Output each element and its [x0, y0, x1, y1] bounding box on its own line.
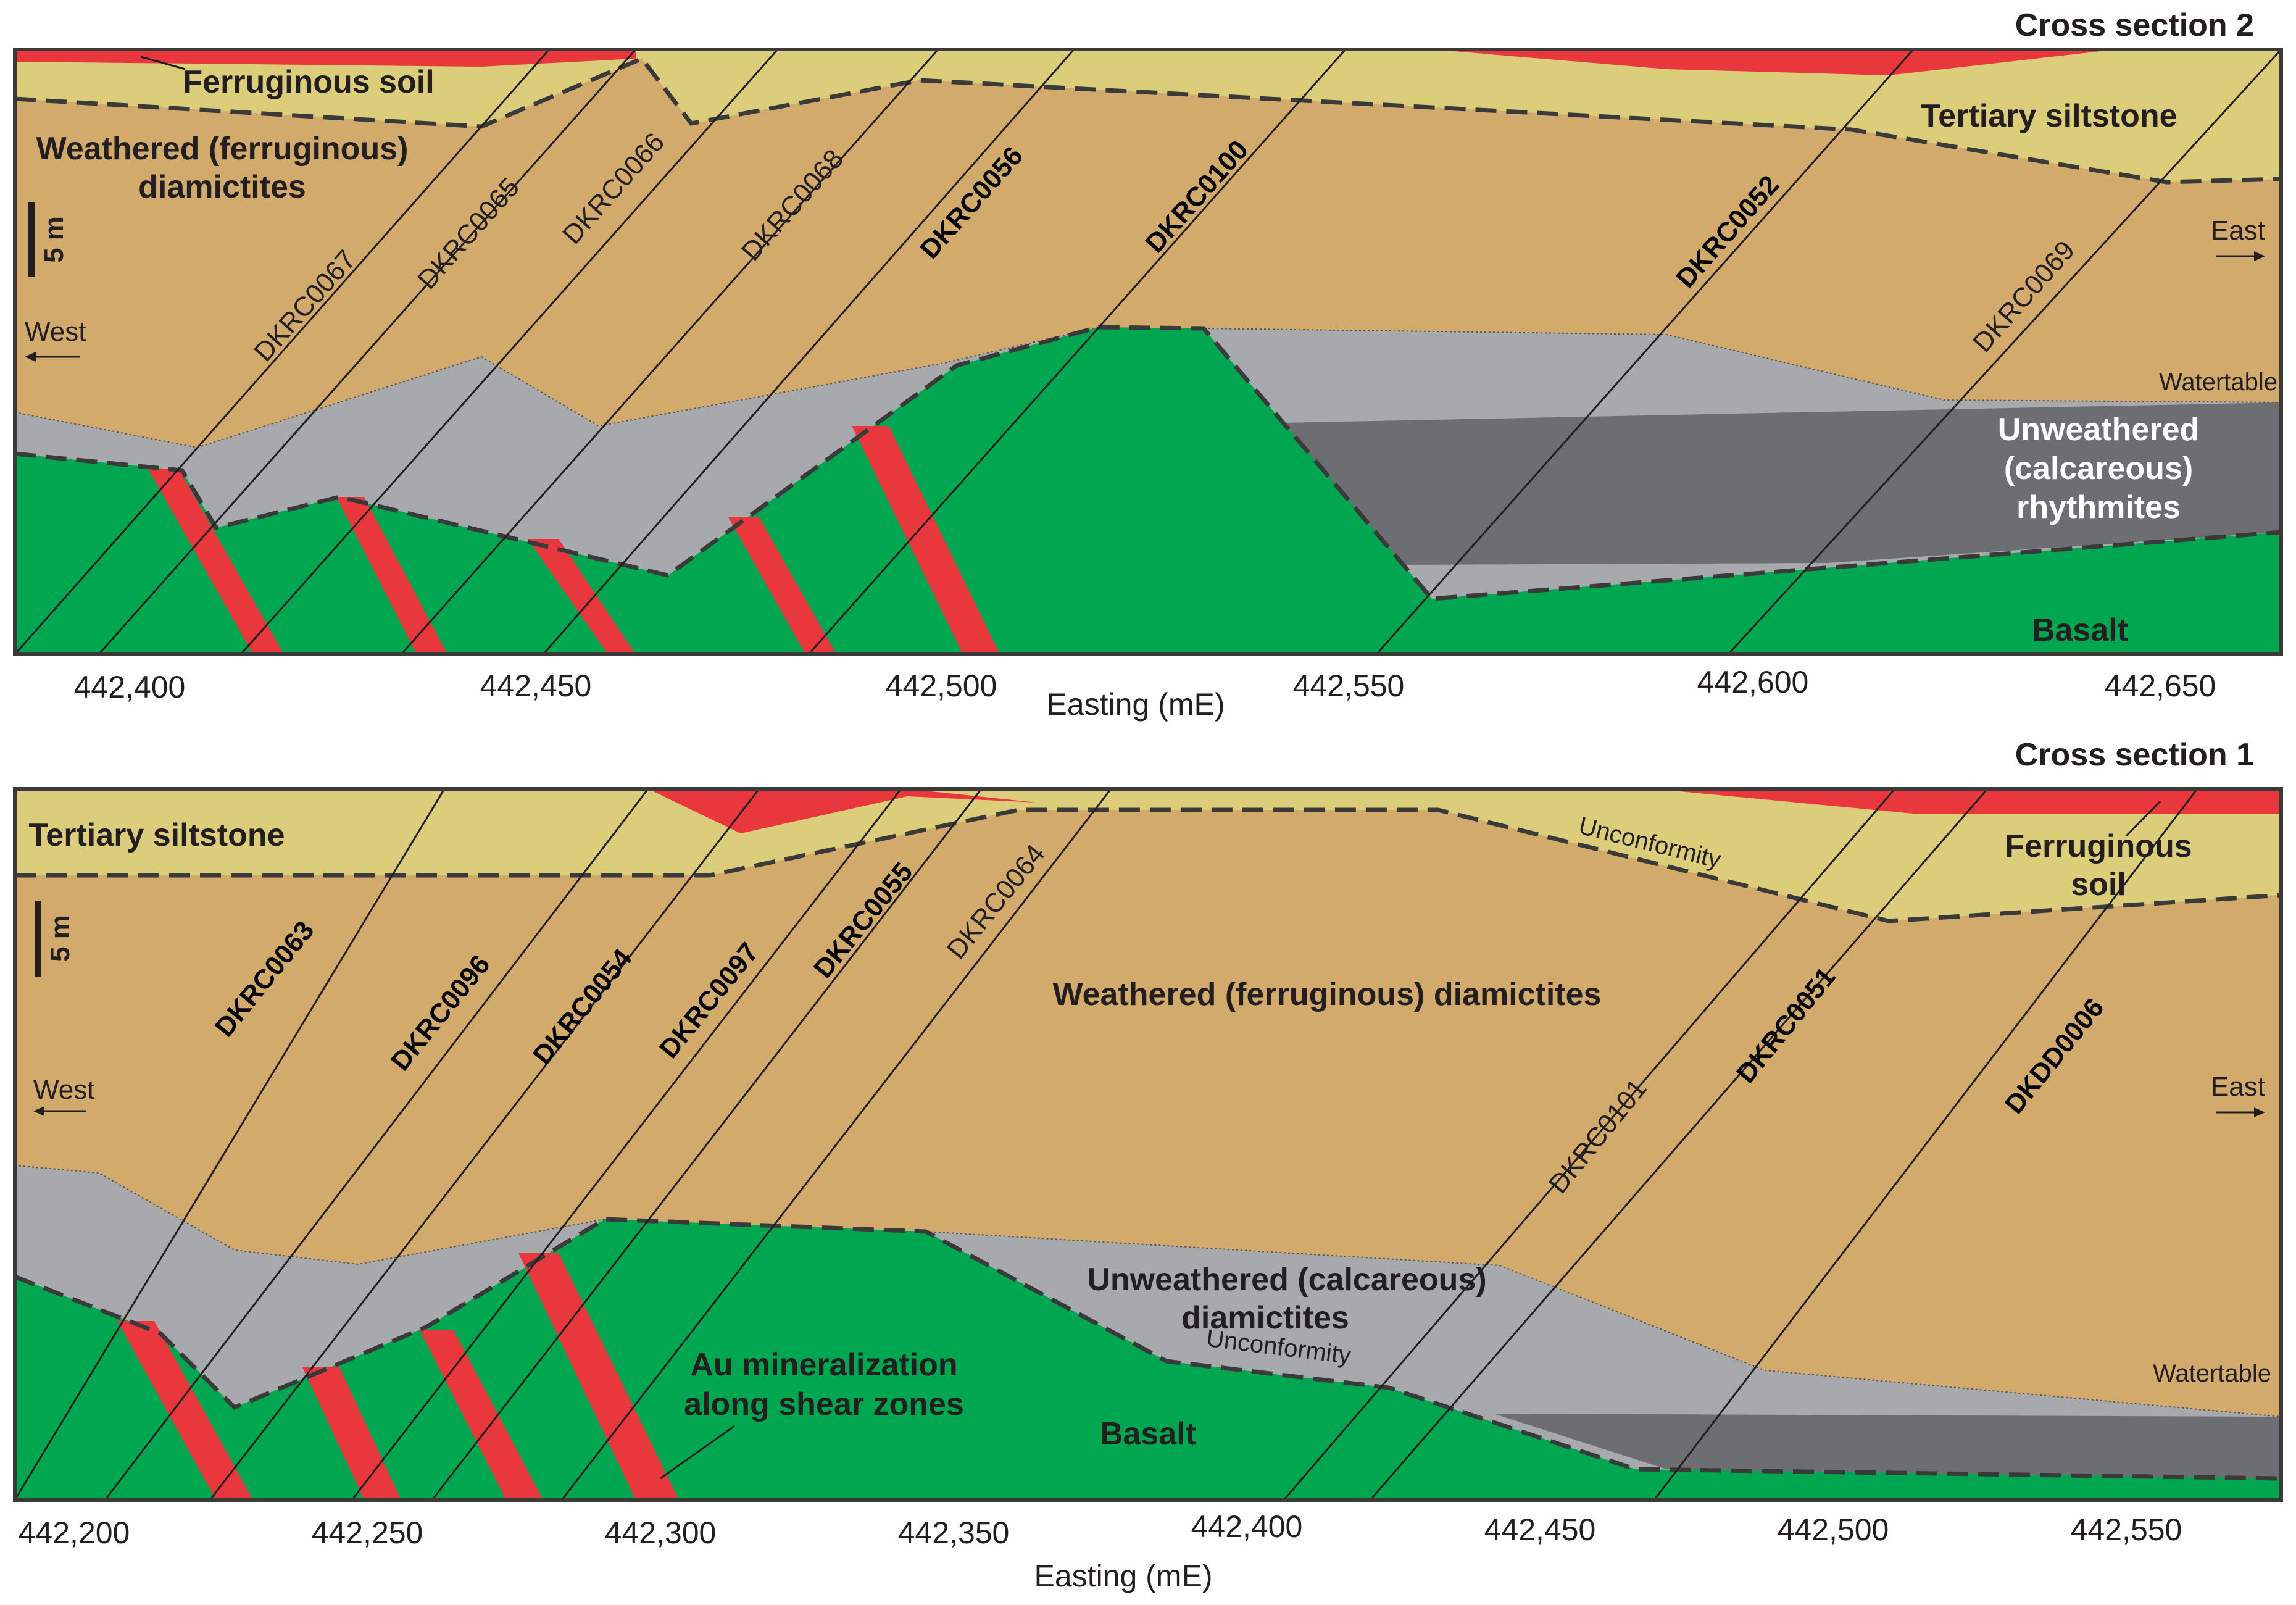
- section1-label-unweathered-1: Unweathered (calcareous): [1087, 1262, 1486, 1298]
- section1-label-ferruginous-soil-2: soil: [2071, 867, 2126, 903]
- section1-label-ferruginous-soil-1: Ferruginous: [2005, 828, 2192, 864]
- x-tick-label: 442,450: [480, 669, 592, 703]
- section2-tertiary-siltstone: [15, 49, 2281, 182]
- section1-east-label: East: [2211, 1072, 2265, 1102]
- section2-label-watertable: Watertable: [2159, 369, 2277, 396]
- section2-east-label: East: [2211, 215, 2265, 246]
- section2-panel: [15, 49, 2281, 654]
- section2-scale-label: 5 m: [39, 216, 69, 263]
- section1-label-basalt: Basalt: [1100, 1416, 1196, 1452]
- section1-label-watertable: Watertable: [2153, 1360, 2271, 1387]
- section2-scale-bar: [28, 202, 35, 277]
- section1-west-label: West: [33, 1075, 94, 1105]
- x-tick-label: 442,350: [898, 1515, 1010, 1550]
- section1-west-arrow-icon: [33, 1106, 86, 1116]
- section1-scale-bar: [35, 901, 41, 977]
- section1-x-axis: 442,200 442,250 442,300 442,350 442,400 …: [19, 1509, 2182, 1593]
- x-tick-label: 442,400: [74, 670, 186, 704]
- section1-rhythmites: [1494, 1414, 2281, 1485]
- section2-label-unweathered-3: rhythmites: [2016, 490, 2181, 525]
- x-tick-label: 442,600: [1697, 665, 1809, 699]
- section2-label-tertiary-siltstone: Tertiary siltstone: [1921, 98, 2177, 134]
- section2-title: Cross section 2: [2015, 7, 2254, 43]
- section2-frame: [13, 48, 2283, 656]
- section2-rhythmites: [1284, 402, 2281, 565]
- section2-label-ferruginous-soil: Ferruginous soil: [183, 64, 434, 100]
- section1-frame: [13, 787, 2283, 1502]
- section1-east-arrow-icon: [2216, 1107, 2265, 1117]
- section1-scale-label: 5 m: [45, 915, 75, 962]
- x-tick-label: 442,250: [312, 1515, 423, 1550]
- section1-label-au-1: Au mineralization: [690, 1347, 957, 1383]
- section2-label-basalt: Basalt: [2032, 612, 2128, 648]
- section2-label-weathered-1: Weathered (ferruginous): [36, 131, 409, 167]
- section1-ferruginous-soil-east: [1654, 789, 2281, 814]
- section1-panel: [15, 789, 2281, 1500]
- section1-label-tertiary-siltstone: Tertiary siltstone: [28, 817, 285, 853]
- x-tick-label: 442,500: [1778, 1512, 1889, 1547]
- x-tick-label: 442,500: [886, 669, 997, 703]
- section1-basalt: [15, 1219, 2281, 1500]
- section1-ferruginous-soil-center: [648, 789, 1037, 833]
- section2-west-label: West: [25, 317, 86, 347]
- x-axis-title: Easting (mE): [1047, 687, 1225, 722]
- section2-label-weathered-2: diamictites: [138, 169, 306, 205]
- section2-ferruginous-soil-east: [1432, 49, 2117, 75]
- x-tick-label: 442,200: [19, 1515, 130, 1550]
- x-axis-title: Easting (mE): [1034, 1559, 1213, 1593]
- section2-label-unweathered-2: (calcareous): [2004, 451, 2193, 486]
- x-tick-label: 442,450: [1484, 1512, 1596, 1547]
- section2-ferruginous-soil-west: [15, 49, 636, 67]
- x-tick-label: 442,650: [2105, 669, 2216, 703]
- section2-x-axis: 442,400 442,450 442,500 442,550 442,600 …: [74, 665, 2216, 722]
- x-tick-label: 442,550: [1293, 669, 1405, 703]
- section2-basalt: [15, 327, 2281, 654]
- section1-drillhole-lines: [15, 789, 2198, 1500]
- section2-drillhole-lines: [15, 49, 2281, 654]
- section1-tertiary-siltstone: [15, 789, 2281, 921]
- section2-shear-zones: [148, 426, 1000, 654]
- section1-title: Cross section 1: [2015, 737, 2254, 773]
- section1-label-au-2: along shear zones: [684, 1386, 964, 1422]
- section1-label-unweathered-2: diamictites: [1181, 1300, 1349, 1336]
- x-tick-label: 442,550: [2071, 1512, 2182, 1547]
- x-tick-label: 442,300: [605, 1515, 717, 1550]
- section2-west-arrow-icon: [25, 352, 80, 362]
- section2-label-unweathered-1: Unweathered: [1998, 412, 2200, 448]
- section2-east-arrow-icon: [2216, 251, 2265, 261]
- x-tick-label: 442,400: [1191, 1509, 1303, 1544]
- section1-label-weathered: Weathered (ferruginous) diamictites: [1053, 977, 1602, 1012]
